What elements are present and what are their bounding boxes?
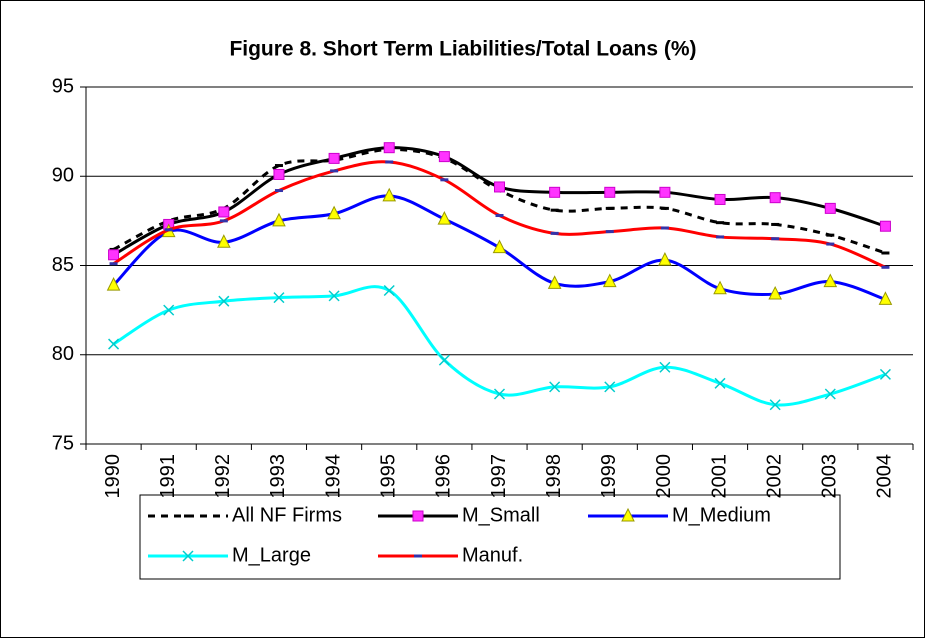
y-tick-label: 95 bbox=[52, 75, 74, 97]
series-line bbox=[112, 285, 886, 407]
point-marker bbox=[659, 186, 671, 198]
x-tick-label: 1996 bbox=[433, 454, 455, 499]
point-marker bbox=[824, 202, 836, 214]
legend-label: M_Small bbox=[462, 504, 540, 526]
point-marker bbox=[328, 290, 340, 302]
point-marker bbox=[327, 205, 341, 220]
point-marker bbox=[383, 284, 395, 297]
point-marker bbox=[493, 388, 506, 400]
point-marker bbox=[714, 377, 726, 389]
x-tick-label: 2000 bbox=[653, 454, 675, 499]
x-tick-label: 1999 bbox=[598, 454, 620, 499]
point-marker bbox=[604, 381, 616, 393]
point-marker bbox=[547, 275, 562, 289]
point-marker bbox=[769, 192, 781, 204]
legend-label: M_Large bbox=[232, 544, 311, 566]
x-tick-label: 2002 bbox=[763, 454, 785, 499]
point-marker bbox=[769, 399, 781, 411]
point-marker bbox=[382, 187, 397, 202]
point-marker bbox=[494, 181, 505, 193]
point-marker bbox=[273, 292, 285, 304]
y-tick-label: 75 bbox=[52, 432, 74, 454]
point-marker bbox=[438, 354, 450, 366]
point-marker bbox=[328, 152, 340, 164]
point-marker bbox=[108, 338, 120, 350]
legend-label: Manuf. bbox=[462, 544, 523, 566]
point-marker bbox=[438, 151, 450, 163]
point-marker bbox=[106, 277, 121, 291]
legend-marker bbox=[182, 550, 194, 562]
y-tick-label: 90 bbox=[52, 165, 74, 187]
point-marker bbox=[437, 210, 452, 225]
y-tick-label: 80 bbox=[52, 343, 74, 365]
x-tick-label: 1997 bbox=[488, 454, 510, 499]
point-marker bbox=[879, 220, 891, 232]
point-marker bbox=[823, 273, 838, 288]
legend-marker bbox=[412, 510, 424, 522]
point-marker bbox=[602, 273, 617, 288]
x-tick-label: 1995 bbox=[378, 454, 400, 499]
x-tick-label: 2001 bbox=[708, 454, 730, 499]
x-tick-label: 1990 bbox=[102, 454, 124, 499]
chart-title: Figure 8. Short Term Liabilities/Total L… bbox=[229, 38, 696, 61]
point-marker bbox=[714, 193, 726, 205]
legend bbox=[139, 494, 841, 580]
legend-label: M_Medium bbox=[672, 504, 771, 526]
x-tick-label: 1993 bbox=[267, 454, 289, 499]
point-marker bbox=[549, 186, 561, 198]
point-marker bbox=[272, 212, 286, 227]
point-marker bbox=[273, 168, 285, 180]
x-tick-label: 1992 bbox=[212, 454, 234, 499]
point-marker bbox=[824, 388, 836, 400]
point-marker bbox=[218, 206, 230, 218]
point-marker bbox=[163, 304, 175, 316]
point-marker bbox=[879, 368, 891, 380]
legend-marker bbox=[621, 507, 635, 522]
point-marker bbox=[218, 295, 230, 307]
point-marker bbox=[604, 186, 616, 198]
x-tick-label: 1994 bbox=[322, 454, 344, 499]
y-tick-label: 85 bbox=[52, 254, 74, 276]
point-marker bbox=[549, 381, 561, 393]
point-marker bbox=[658, 252, 672, 266]
x-tick-label: 1991 bbox=[157, 454, 179, 499]
point-marker bbox=[713, 280, 727, 295]
x-tick-label: 2004 bbox=[874, 454, 896, 499]
point-marker bbox=[492, 239, 507, 254]
point-marker bbox=[768, 285, 782, 300]
point-marker bbox=[108, 249, 120, 261]
point-marker bbox=[383, 142, 395, 154]
point-marker bbox=[878, 291, 893, 305]
point-marker bbox=[659, 361, 671, 373]
x-tick-label: 2003 bbox=[819, 454, 841, 499]
legend-label: All NF Firms bbox=[232, 504, 342, 526]
x-tick-label: 1998 bbox=[543, 454, 565, 499]
point-marker bbox=[217, 234, 231, 248]
